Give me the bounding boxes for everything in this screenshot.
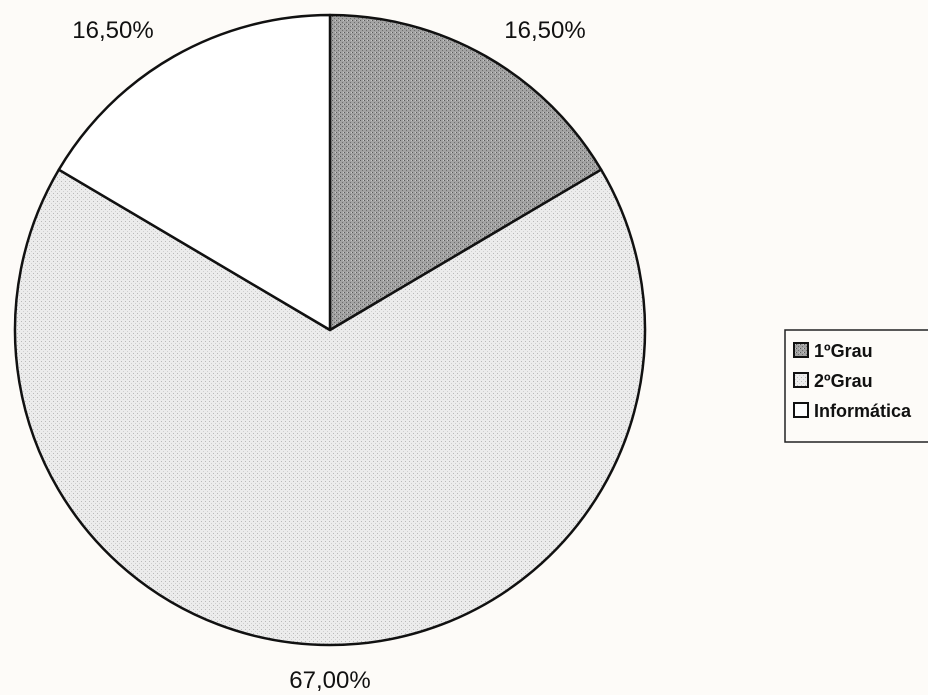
- legend: 1ºGrau 2ºGrau Informática: [784, 329, 928, 443]
- legend-label-2-grau: 2ºGrau: [814, 371, 873, 391]
- pie-slice-1-grau: [328, 13, 603, 332]
- pie-label-informa-tica: 16,50%: [72, 17, 153, 44]
- legend-swatch-1-grau: [793, 342, 809, 358]
- pie-slice-2-grau: [13, 168, 647, 647]
- pie-slice-informa-tica: [57, 13, 332, 332]
- legend-swatch-2-grau: [793, 372, 809, 388]
- legend-label-1-grau: 1ºGrau: [814, 341, 873, 361]
- legend-swatch-informa-tica: [793, 402, 809, 418]
- pie-label-1-grau: 16,50%: [504, 17, 585, 44]
- pie-label-2-grau: 67,00%: [289, 667, 370, 694]
- legend-frame: [784, 329, 928, 443]
- pie-labels: 16,50% 67,00% 16,50%: [72, 17, 585, 694]
- pie-slices: [13, 13, 647, 647]
- legend-label-informa-tica: Informática: [814, 401, 912, 421]
